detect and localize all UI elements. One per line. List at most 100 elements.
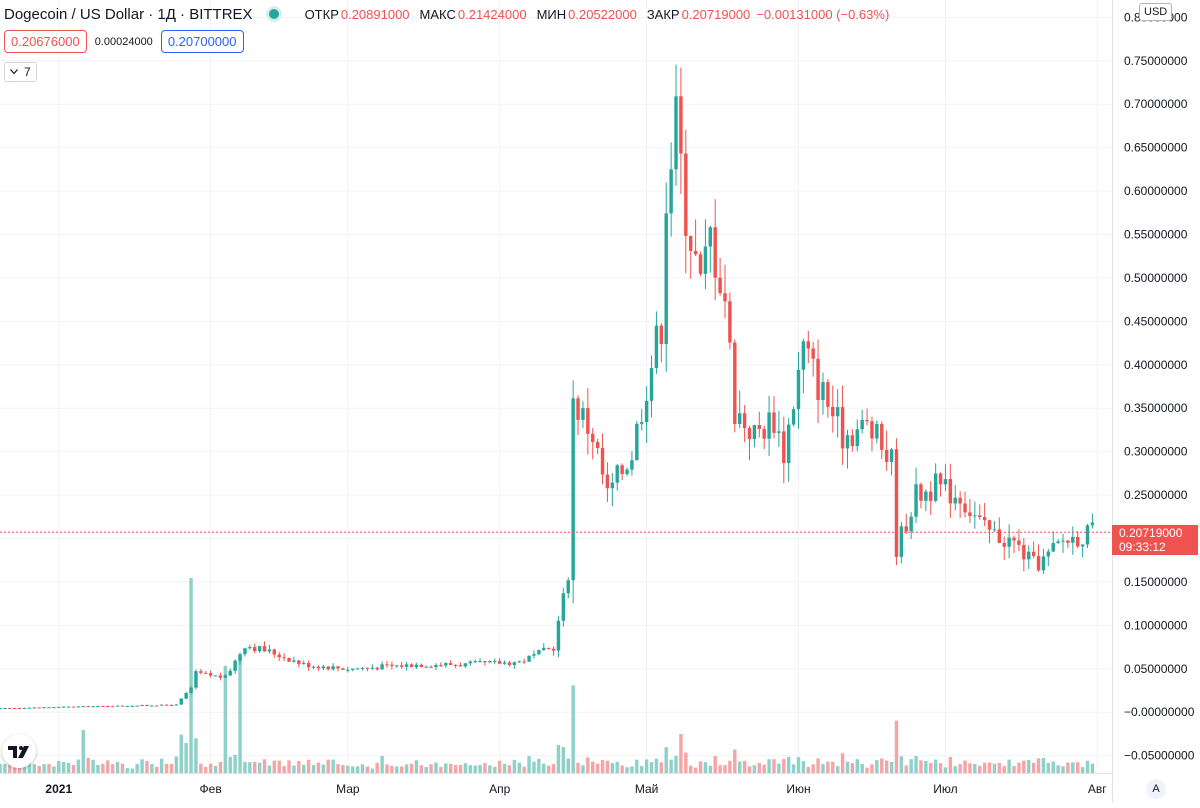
volume-bar [120,763,125,773]
volume-bar [870,764,874,773]
volume-bar [1036,758,1041,773]
candle-body [654,325,659,369]
volume-bar [1075,762,1080,773]
candle [365,667,370,672]
candlesticks [0,64,1095,710]
candle-body [821,382,825,401]
volume-bar [811,764,815,773]
volume-bar [684,752,688,773]
currency-button[interactable]: USD [1139,3,1173,21]
volume-bar [488,765,492,773]
symbol-title[interactable]: Dogecoin / US Dollar · 1Д · BITTREX [4,5,253,23]
volume-bar [777,763,781,773]
candle [782,416,786,484]
volume-bar [473,765,477,773]
candle-body [297,660,301,664]
volume-bar [439,767,443,773]
candle [958,491,962,518]
indicators-toggle-button[interactable]: 7 [4,62,37,82]
candle-body [37,707,41,709]
candle [52,707,56,709]
candle-body [267,649,272,652]
volume-bar [0,763,2,773]
volume-bar [81,730,85,773]
candle-body [248,647,252,649]
candle-body [458,665,463,667]
volume-bar [253,761,257,773]
candle [272,648,277,658]
candle-body [752,425,757,440]
volume-bar [688,765,693,773]
candle [728,292,732,350]
candle-body [796,369,801,410]
candle-body [218,675,223,678]
volume-bar [635,759,639,773]
volume-bar [130,768,134,773]
candle-body [566,580,570,594]
volume-bar [581,765,585,773]
candle-body [439,664,443,666]
volume-bar [517,762,521,773]
candle [933,463,938,503]
volume-bar [1002,765,1006,773]
volume-bars [0,578,1095,773]
candle [57,706,61,708]
candle [664,182,668,372]
candle-body [159,704,164,706]
candle-body [316,666,321,669]
y-axis[interactable]: 0.800000000.750000000.700000000.65000000… [1124,10,1195,762]
candle-body [365,667,370,669]
volume-bar [76,759,81,773]
candle-body [884,449,889,462]
candle-body [66,706,71,708]
candle-body [698,254,703,274]
candle [850,429,855,452]
sell-button[interactable]: 0.20676000 [4,30,87,53]
volume-bar [806,766,810,773]
candle [8,707,12,709]
candle [840,385,845,465]
tradingview-logo-icon[interactable] [2,734,36,768]
volume-bar [115,761,120,773]
volume-bar [924,761,928,773]
volume-bar [145,761,149,773]
volume-bar [110,764,115,773]
candle-body [1046,551,1051,557]
candle [1041,548,1046,575]
candle [115,705,120,707]
candle-body [350,668,355,670]
candle [796,351,801,429]
candle-body [125,705,130,707]
volume-bar [282,765,286,773]
candle [826,379,830,418]
candle-body [253,647,257,652]
candle-body [140,705,144,707]
buy-button[interactable]: 0.20700000 [160,30,244,53]
candle [32,707,37,709]
volume-bar [360,764,365,773]
candle [507,660,512,667]
candle-body [772,412,776,433]
volume-bar [194,738,198,773]
x-axis[interactable]: 2021 Фев Мар Апр Май Июн Июл Авг [45,782,1107,796]
volume-bar [292,765,296,773]
candle [522,658,526,665]
candle [1031,541,1036,559]
volume-bar [1051,761,1055,773]
volume-bar [497,760,502,773]
volume-bar [889,762,894,773]
candle [816,339,820,424]
candle-body [145,705,149,707]
candle-body [831,406,835,417]
volume-bar [796,757,801,773]
volume-bar [586,757,590,773]
candle-body [728,301,732,343]
candle-body [894,449,899,557]
auto-scale-button[interactable]: A [1146,779,1166,799]
volume-bar [1012,766,1016,773]
candle-body [855,429,859,447]
candle [448,659,453,666]
last-price-value: 0.20719000 [1119,526,1183,540]
